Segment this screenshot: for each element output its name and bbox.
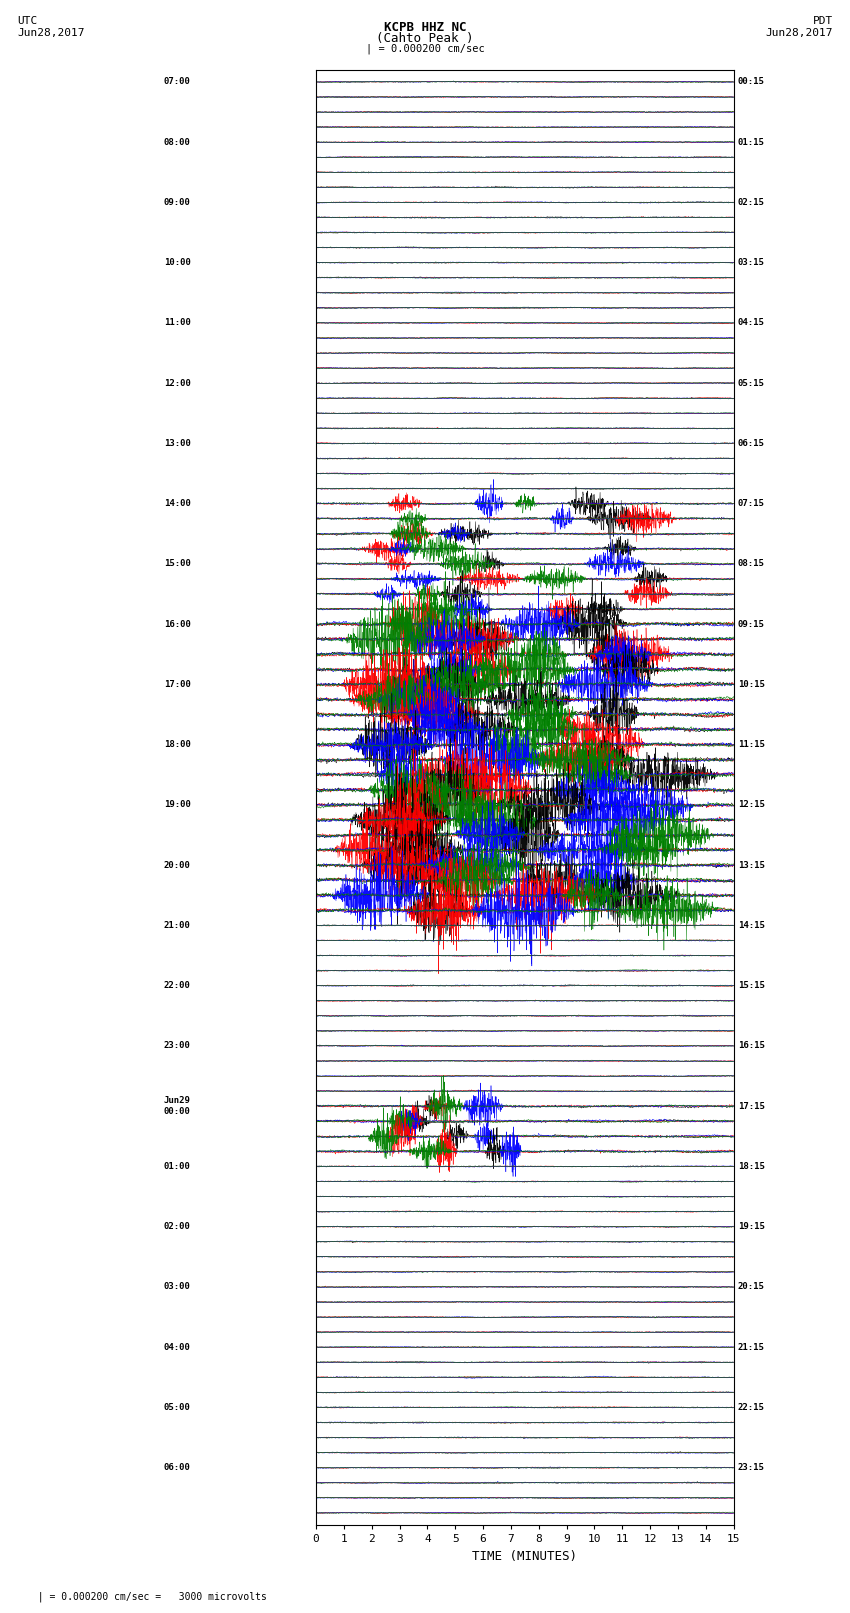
Text: 13:15: 13:15 xyxy=(738,861,765,869)
Text: 19:00: 19:00 xyxy=(164,800,190,810)
Text: 04:00: 04:00 xyxy=(164,1342,190,1352)
Text: 04:15: 04:15 xyxy=(738,318,765,327)
Text: 03:00: 03:00 xyxy=(164,1282,190,1292)
Text: 10:15: 10:15 xyxy=(738,681,765,689)
Text: 01:15: 01:15 xyxy=(738,137,765,147)
Text: KCPB HHZ NC: KCPB HHZ NC xyxy=(383,21,467,34)
Text: 08:15: 08:15 xyxy=(738,560,765,568)
Text: 10:00: 10:00 xyxy=(164,258,190,268)
Text: PDT
Jun28,2017: PDT Jun28,2017 xyxy=(766,16,833,37)
Text: 06:15: 06:15 xyxy=(738,439,765,448)
Text: 22:15: 22:15 xyxy=(738,1403,765,1411)
Text: 08:00: 08:00 xyxy=(164,137,190,147)
Text: | = 0.000200 cm/sec: | = 0.000200 cm/sec xyxy=(366,44,484,55)
Text: 15:00: 15:00 xyxy=(164,560,190,568)
Text: 07:15: 07:15 xyxy=(738,498,765,508)
Text: 20:15: 20:15 xyxy=(738,1282,765,1292)
Text: 17:00: 17:00 xyxy=(164,681,190,689)
Text: 16:15: 16:15 xyxy=(738,1042,765,1050)
Text: 22:00: 22:00 xyxy=(164,981,190,990)
Text: 23:00: 23:00 xyxy=(164,1042,190,1050)
Text: 23:15: 23:15 xyxy=(738,1463,765,1473)
Text: 07:00: 07:00 xyxy=(164,77,190,87)
Text: 09:00: 09:00 xyxy=(164,198,190,206)
Text: (Cahto Peak ): (Cahto Peak ) xyxy=(377,32,473,45)
Text: 11:15: 11:15 xyxy=(738,740,765,748)
Text: 12:15: 12:15 xyxy=(738,800,765,810)
Text: 18:15: 18:15 xyxy=(738,1161,765,1171)
Text: 12:00: 12:00 xyxy=(164,379,190,387)
Text: 21:15: 21:15 xyxy=(738,1342,765,1352)
Text: 06:00: 06:00 xyxy=(164,1463,190,1473)
X-axis label: TIME (MINUTES): TIME (MINUTES) xyxy=(473,1550,577,1563)
Text: 16:00: 16:00 xyxy=(164,619,190,629)
Text: 00:15: 00:15 xyxy=(738,77,765,87)
Text: 18:00: 18:00 xyxy=(164,740,190,748)
Text: 05:15: 05:15 xyxy=(738,379,765,387)
Text: 14:00: 14:00 xyxy=(164,498,190,508)
Text: 13:00: 13:00 xyxy=(164,439,190,448)
Text: 14:15: 14:15 xyxy=(738,921,765,931)
Text: 01:00: 01:00 xyxy=(164,1161,190,1171)
Text: 05:00: 05:00 xyxy=(164,1403,190,1411)
Text: 17:15: 17:15 xyxy=(738,1102,765,1111)
Text: 02:00: 02:00 xyxy=(164,1223,190,1231)
Text: 09:15: 09:15 xyxy=(738,619,765,629)
Text: Jun29
00:00: Jun29 00:00 xyxy=(164,1097,190,1116)
Text: | = 0.000200 cm/sec =   3000 microvolts: | = 0.000200 cm/sec = 3000 microvolts xyxy=(26,1590,266,1602)
Text: 11:00: 11:00 xyxy=(164,318,190,327)
Text: 03:15: 03:15 xyxy=(738,258,765,268)
Text: 02:15: 02:15 xyxy=(738,198,765,206)
Text: 20:00: 20:00 xyxy=(164,861,190,869)
Text: 19:15: 19:15 xyxy=(738,1223,765,1231)
Text: 15:15: 15:15 xyxy=(738,981,765,990)
Text: 21:00: 21:00 xyxy=(164,921,190,931)
Text: UTC
Jun28,2017: UTC Jun28,2017 xyxy=(17,16,84,37)
